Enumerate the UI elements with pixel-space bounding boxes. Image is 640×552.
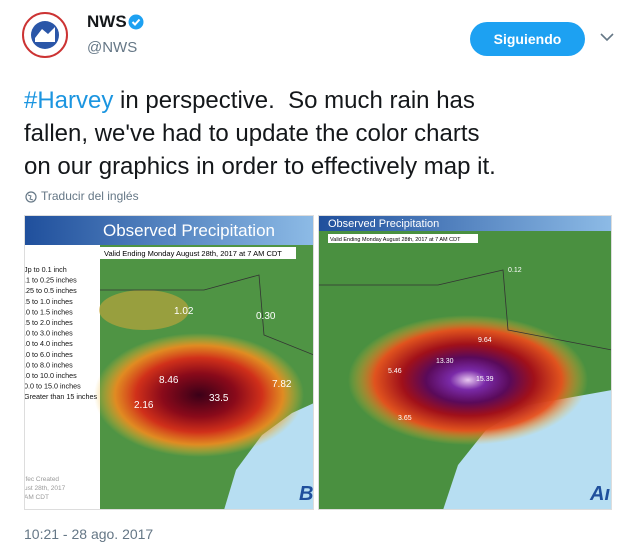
legend-label: .5 to 2.0 inches [24, 318, 73, 327]
credit-text: ifec Created [24, 476, 59, 483]
map-value-label: 2.16 [134, 400, 154, 411]
map-value-label: 9.64 [478, 337, 492, 344]
map-title: Observed Precipitation [328, 218, 439, 230]
legend-label: .0 to 10.0 inches [24, 371, 77, 380]
rain-area [348, 315, 588, 445]
gulf [443, 390, 612, 510]
map-value-label: 33.5 [209, 393, 229, 404]
verified-badge [128, 14, 144, 30]
map-value-label: 8.46 [159, 375, 179, 386]
avatar[interactable] [22, 12, 68, 58]
legend-label: .0 to 6.0 inches [24, 350, 73, 359]
header [318, 215, 612, 231]
valid-band [328, 234, 478, 243]
map-value-label: 0.30 [256, 311, 276, 322]
valid-text: Valid Ending Monday August 28th, 2017 at… [104, 249, 282, 258]
border [318, 269, 612, 351]
tweet-text: #Harvey in perspective. So much rain has… [24, 84, 496, 183]
gulf [224, 403, 314, 510]
legend-label: .1 to 0.25 inches [24, 276, 77, 285]
rain-area [94, 333, 304, 457]
map-value-label: 3.65 [398, 415, 412, 422]
credit-text: AM CDT [24, 494, 49, 501]
rain-area [99, 290, 189, 330]
brand: Bı [299, 483, 314, 505]
legend-label: .0 to 8.0 inches [24, 360, 73, 369]
map-title: Observed Precipitation [103, 221, 275, 240]
credit-text: ust 28th, 2017 [24, 485, 66, 492]
hashtag[interactable]: #Harvey [24, 87, 114, 114]
valid-text: Valid Ending Monday August 28th, 2017 at… [330, 237, 461, 243]
map-value-label: 15.39 [476, 376, 494, 383]
header [24, 215, 314, 245]
frame [24, 215, 314, 510]
globe-icon [25, 191, 37, 203]
legend-label: Greater than 15 inches [24, 392, 98, 401]
map-image[interactable]: Observed Precipitation Valid Ending Monda… [318, 215, 612, 510]
brand: Aı [589, 483, 610, 505]
map-value-label: 0.12 [508, 267, 522, 274]
legend-panel [24, 245, 100, 510]
frame [318, 215, 612, 510]
legend-label: .25 to 0.5 inches [24, 286, 77, 295]
map-value-label: 5.46 [388, 368, 402, 375]
map-value-label: 7.82 [272, 379, 292, 390]
timestamp[interactable]: 10:21 - 28 ago. 2017 [24, 526, 154, 542]
menu-chevron[interactable] [600, 32, 614, 42]
user-name[interactable]: NWS [87, 12, 127, 31]
tweet-line: fallen, we've had to update the color ch… [24, 120, 480, 147]
follow-button[interactable]: Siguiendo [470, 22, 585, 56]
legend-label: .5 to 1.0 inches [24, 297, 73, 306]
map-value-label: 1.02 [174, 306, 194, 317]
legend-label: Jp to 0.1 inch [24, 265, 67, 274]
tweet-line: in perspective. So much rain has [113, 87, 475, 114]
legend-label: 0.0 to 15.0 inches [24, 382, 81, 391]
map-image[interactable]: Observed Precipitation Valid Ending Monda… [24, 215, 314, 510]
user-handle[interactable]: @NWS [87, 39, 138, 56]
valid-band [100, 247, 296, 259]
legend-label: .0 to 4.0 inches [24, 339, 73, 348]
legend-label: .0 to 1.5 inches [24, 307, 73, 316]
tweet-line: on our graphics in order to effectively … [24, 153, 496, 180]
legend-label: .0 to 3.0 inches [24, 329, 73, 338]
map-value-label: 13.30 [436, 358, 454, 365]
border [100, 274, 314, 356]
translate-link[interactable]: Traducir del inglés [41, 189, 139, 203]
